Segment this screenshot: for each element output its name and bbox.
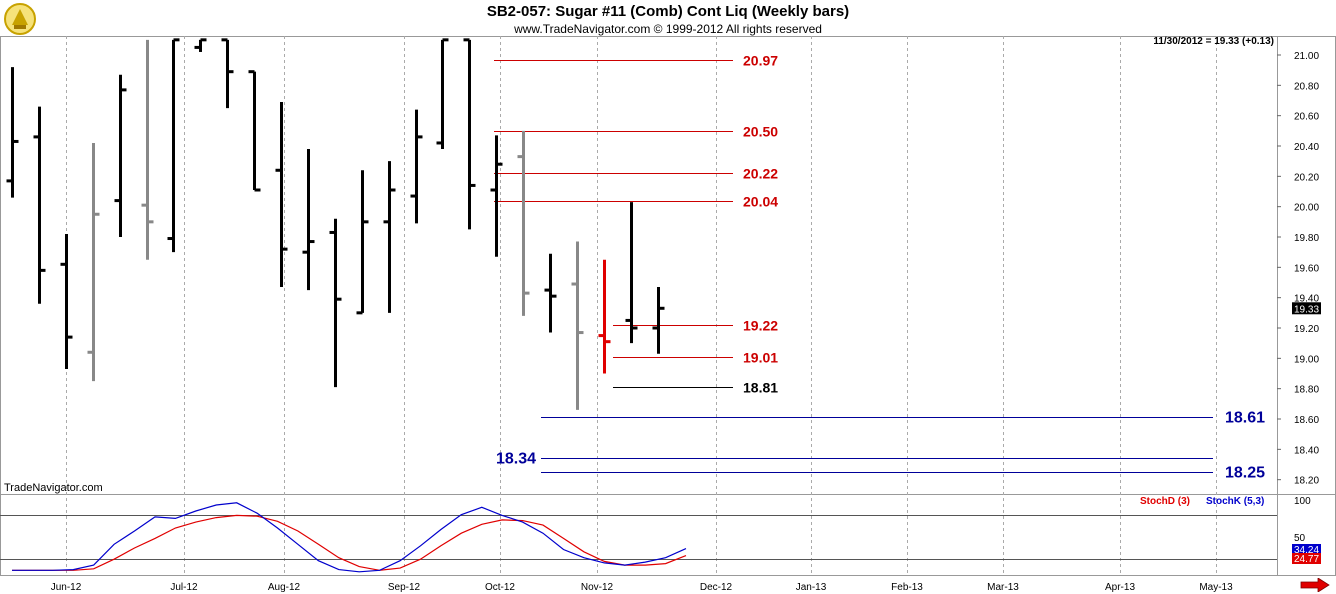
ohlc-bar	[329, 218, 342, 388]
x-tick-label: Jun-12	[51, 582, 82, 593]
ohlc-bar	[114, 74, 127, 238]
level-label-18.81: 18.81	[743, 380, 778, 396]
ohlc-bar	[356, 170, 369, 315]
level-label-20.50: 20.50	[743, 124, 778, 140]
scroll-right-arrow-icon[interactable]	[1300, 578, 1330, 592]
ohlc-bar	[87, 142, 100, 382]
y-tick-label: 19.40	[1294, 294, 1319, 305]
ohlc-bar	[410, 109, 423, 224]
x-tick-label: Feb-13	[891, 582, 923, 593]
stochk-legend: StochK (5,3)	[1206, 496, 1265, 507]
y-tick-label: 20.00	[1294, 203, 1319, 214]
ohlc-bar	[598, 259, 611, 374]
ohlc-bar	[275, 102, 288, 288]
last-value-box	[1292, 302, 1321, 315]
y-tick-label: 19.20	[1294, 324, 1319, 335]
stochk-value-box	[1292, 544, 1321, 555]
stoch-line-blue	[12, 502, 687, 573]
x-tick-label: Aug-12	[268, 582, 301, 593]
level-label-20.04: 20.04	[743, 194, 778, 210]
ohlc-bar	[383, 161, 396, 313]
ohlc-bar	[652, 287, 665, 354]
ohlc-bar	[194, 38, 207, 52]
last-value-label: 19.33	[1294, 304, 1319, 315]
ohlc-bar	[544, 253, 557, 333]
x-tick-label: Oct-12	[485, 582, 515, 593]
x-tick-label: May-13	[1199, 582, 1233, 593]
stoch-y-label: 50	[1294, 533, 1306, 544]
x-tick-label: Jul-12	[170, 582, 198, 593]
ohlc-bar	[463, 38, 476, 230]
y-tick-label: 21.00	[1294, 51, 1319, 62]
level-label-20.97: 20.97	[743, 53, 778, 69]
y-tick-label: 19.60	[1294, 263, 1319, 274]
level-label-18.34: 18.34	[496, 451, 536, 468]
y-tick-label: 19.80	[1294, 233, 1319, 244]
ohlc-bar	[571, 241, 584, 410]
y-tick-label: 20.80	[1294, 81, 1319, 92]
price-bars	[6, 38, 665, 410]
level-label-18.25: 18.25	[1225, 465, 1265, 482]
y-tick-label: 18.60	[1294, 415, 1319, 426]
price-levels: 20.97 20.50 20.22 20.04 19.22 19.01 18.81 18.61…	[494, 53, 1265, 482]
ohlc-bar	[221, 38, 234, 109]
ohlc-bar	[6, 67, 19, 198]
y-tick-label: 18.40	[1294, 445, 1319, 456]
y-tick-label: 18.20	[1294, 476, 1319, 487]
ohlc-bar	[60, 233, 73, 369]
ohlc-bar	[436, 38, 449, 150]
x-tick-label: Sep-12	[388, 582, 421, 593]
ohlc-bar	[248, 70, 261, 192]
ohlc-bar	[625, 202, 638, 344]
x-tick-label: Mar-13	[987, 582, 1019, 593]
x-tick-label: Jan-13	[796, 582, 827, 593]
y-tick-label: 20.60	[1294, 112, 1319, 123]
x-tick-label: Nov-12	[581, 582, 614, 593]
level-label-19.22: 19.22	[743, 318, 778, 334]
y-tick-label: 20.20	[1294, 172, 1319, 183]
level-label-19.01: 19.01	[743, 350, 778, 366]
axis-labels: 21.00 20.80 20.60 20.40 20.20 20.00 19.80 19.60…	[51, 51, 1321, 593]
trade-navigator-logo-icon	[4, 3, 36, 35]
watermark-text: TradeNavigator.com	[4, 482, 103, 494]
ohlc-bar	[490, 135, 503, 257]
y-tick-label: 19.00	[1294, 354, 1319, 365]
stochd-legend: StochD (3)	[1140, 496, 1190, 507]
level-label-18.61: 18.61	[1225, 410, 1265, 427]
last-price-readout: 11/30/2012 = 19.33 (+0.13)	[1153, 36, 1274, 47]
level-label-20.22: 20.22	[743, 166, 778, 182]
ohlc-bar	[517, 130, 530, 316]
stoch-line-red	[12, 514, 687, 571]
stoch-y-label: 100	[1294, 496, 1311, 507]
ohlc-bar	[33, 106, 46, 304]
x-tick-label: Apr-13	[1105, 582, 1135, 593]
stochd-value-box	[1292, 553, 1321, 564]
chart-frame	[0, 36, 1336, 576]
copyright-notice: www.TradeNavigator.com © 1999-2012 All r…	[514, 22, 822, 36]
ohlc-bar	[302, 149, 315, 291]
ohlc-bar	[141, 39, 154, 260]
y-tick-label: 20.40	[1294, 142, 1319, 153]
ohlc-bar	[167, 38, 180, 253]
x-tick-label: Dec-12	[700, 582, 733, 593]
stochd-value-label: 24.77	[1294, 554, 1319, 565]
chart-title: SB2-057: Sugar #11 (Comb) Cont Liq (Week…	[486, 3, 850, 20]
stochk-value-label: 34.24	[1294, 545, 1319, 556]
y-tick-label: 18.80	[1294, 385, 1319, 396]
